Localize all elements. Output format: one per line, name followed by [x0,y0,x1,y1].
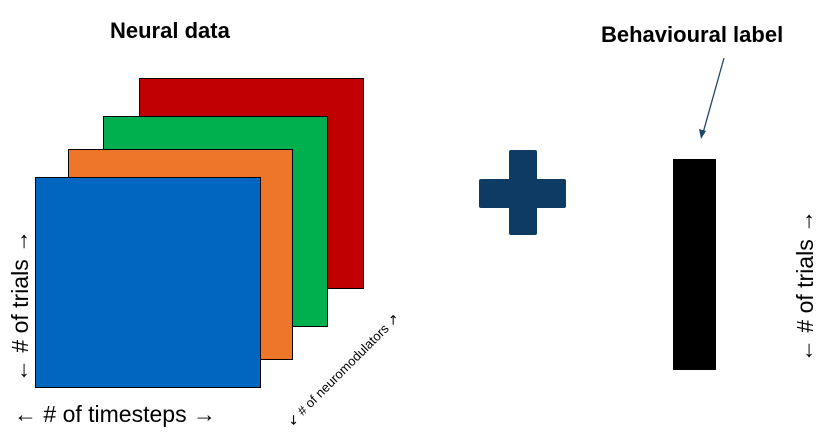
neuromodulator-panel-blue [35,177,261,388]
plus-icon [479,150,566,235]
arrow-pointer-head [699,129,706,139]
plus-icon-vertical [509,150,537,235]
neural-data-title: Neural data [110,18,230,43]
behavioural-label-title: Behavioural label [601,22,784,47]
trials-axis-label-right: ← # of trials → [792,209,818,362]
trials-axis-label-left: ← # of trials → [7,229,33,382]
timesteps-axis-label: ← # of timesteps → [14,401,216,427]
behavioural-label-bar [673,159,716,370]
arrow-pointer-shaft [702,57,725,134]
arrow-pointer-icon [699,57,725,139]
neuromodulators-axis-label: ↙ # of neuromodulators ↗ [284,310,402,429]
